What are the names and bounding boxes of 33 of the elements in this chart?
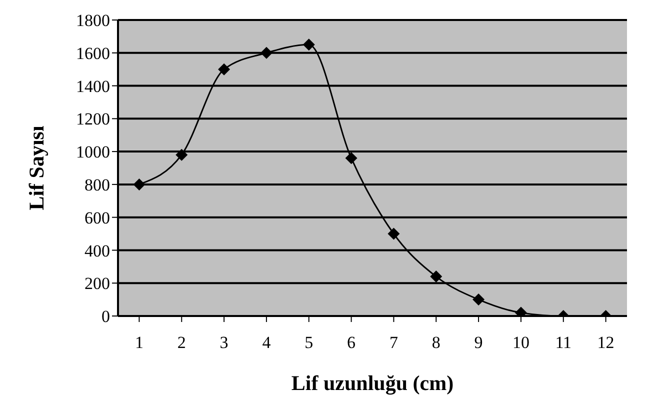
x-tick-label: 10 <box>512 333 530 352</box>
point <box>472 294 485 306</box>
point <box>430 270 442 283</box>
y-tick-label: 200 <box>84 274 110 294</box>
x-tick-label: 7 <box>389 333 398 352</box>
x-tick-label: 12 <box>597 333 614 352</box>
y-tick-label: 1800 <box>76 11 110 30</box>
y-tick-label: 800 <box>84 175 110 194</box>
y-tick-label: 600 <box>84 208 110 228</box>
x-tick-label: 4 <box>262 333 272 352</box>
point <box>176 148 188 161</box>
x-tick-label: 8 <box>432 333 440 352</box>
x-tick-label: 3 <box>220 333 228 352</box>
y-tick-label: 400 <box>84 241 110 260</box>
y-tick-label: 1600 <box>76 44 110 63</box>
y-axis-title: Lif Sayısı <box>24 126 48 210</box>
y-tick-label: 1400 <box>76 76 110 96</box>
point <box>218 63 230 76</box>
x-tick-label: 9 <box>474 333 483 352</box>
y-tick-label: 1200 <box>76 110 110 129</box>
x-tick-label: 5 <box>304 333 314 352</box>
x-axis-title: Lif uzunluğu (cm) <box>291 371 454 395</box>
x-tick-label: 11 <box>555 333 572 352</box>
point <box>345 152 358 164</box>
x-tick-label: 6 <box>347 333 356 352</box>
point <box>260 46 272 59</box>
y-tick-label: 1000 <box>76 142 110 162</box>
y-tick-label: 0 <box>102 307 110 326</box>
x-tick-label: 2 <box>177 333 186 352</box>
point <box>388 228 400 240</box>
point <box>302 38 315 51</box>
x-tick-label: 1 <box>134 333 144 352</box>
point <box>133 178 146 190</box>
